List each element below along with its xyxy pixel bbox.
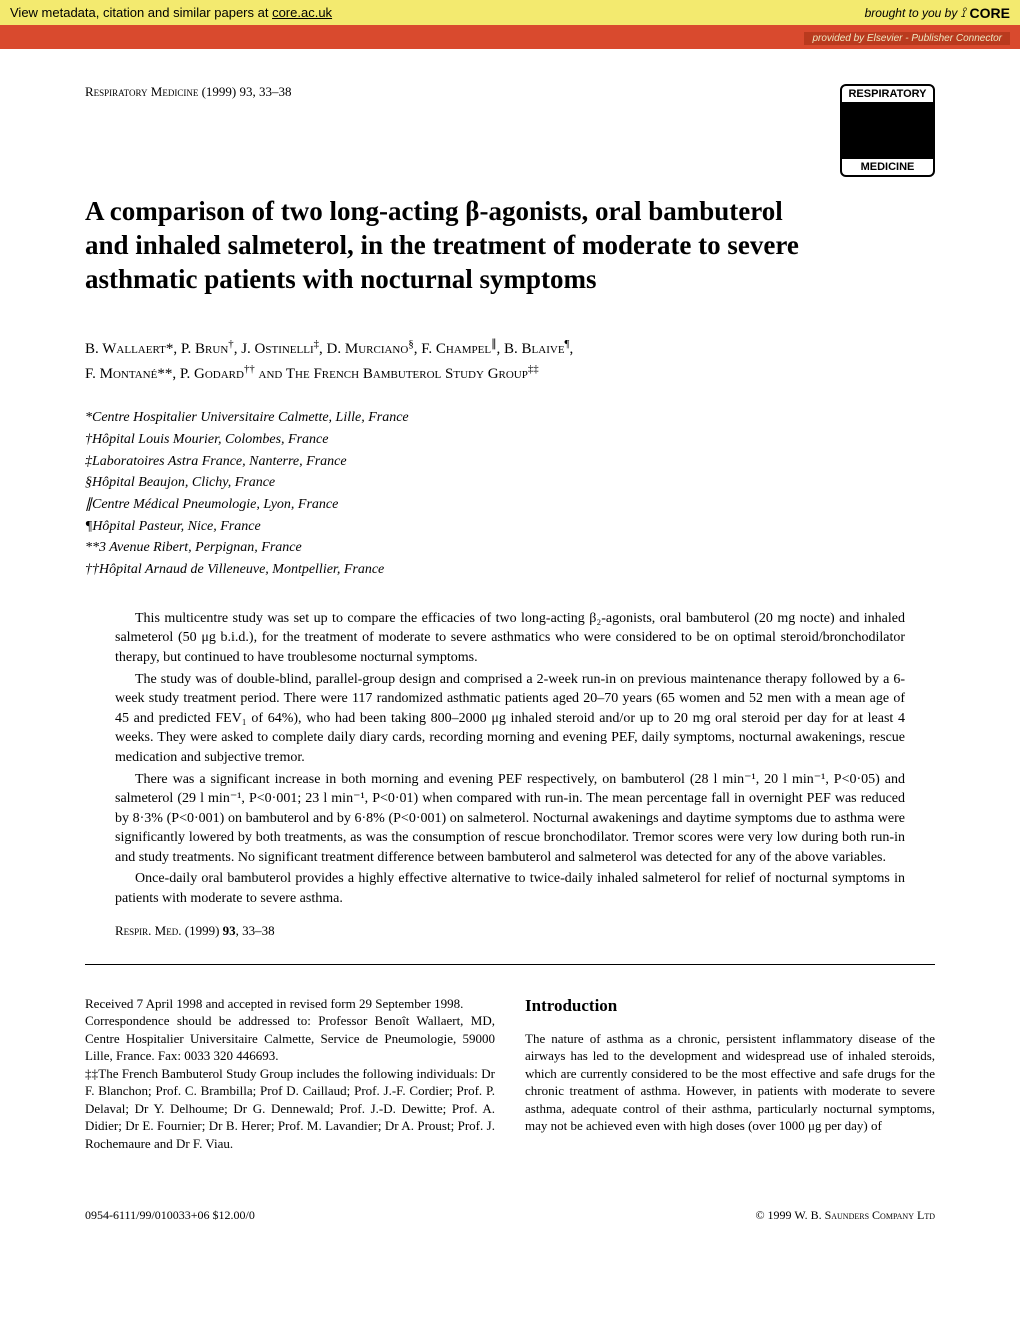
abstract-reference: Respir. Med. (1999) 93, 33–38 [115,923,905,939]
affiliation-1: *Centre Hospitalier Universitaire Calmet… [85,407,935,429]
introduction-text: The nature of asthma as a chronic, persi… [525,1030,935,1135]
affiliation-8: ††Hôpital Arnaud de Villeneuve, Montpell… [85,559,935,581]
abstract-p4: Once-daily oral bambuterol provides a hi… [115,869,905,908]
study-group-note: ‡‡The French Bambuterol Study Group incl… [85,1065,495,1153]
affiliation-7: **3 Avenue Ribert, Perpignan, France [85,537,935,559]
brought-by-text: brought to you by ⟟ CORE [865,4,1010,21]
journal-reference: Respiratory Medicine (1999) 93, 33–38 [85,84,291,100]
provider-banner: provided by Elsevier - Publisher Connect… [0,25,1020,49]
right-column: Introduction The nature of asthma as a c… [525,995,935,1153]
authors-line-1: B. Wallaert*, P. Brun†, J. Ostinelli‡, D… [85,336,935,361]
page-footer: 0954-6111/99/010033+06 $12.00/0 © 1999 W… [85,1208,935,1223]
metadata-prefix: View metadata, citation and similar pape… [10,5,268,20]
logo-top-label: RESPIRATORY [842,86,933,102]
affiliation-4: §Hôpital Beaujon, Clichy, France [85,472,935,494]
journal-header: Respiratory Medicine (1999) 93, 33–38 RE… [85,84,935,177]
abstract-p1: This multicentre study was set up to com… [115,609,905,668]
article-title: A comparison of two long-acting β-agonis… [85,195,825,296]
journal-logo: RESPIRATORY MEDICINE [840,84,935,177]
section-divider [85,964,935,965]
received-text: Received 7 April 1998 and accepted in re… [85,995,495,1013]
affiliation-3: ‡Laboratoires Astra France, Nanterre, Fr… [85,451,935,473]
affiliation-6: ¶Hôpital Pasteur, Nice, France [85,516,935,538]
logo-black-box [842,102,933,157]
footer-right: © 1999 W. B. Saunders Company Ltd [755,1208,935,1223]
metadata-text: View metadata, citation and similar pape… [10,5,332,20]
introduction-heading: Introduction [525,995,935,1018]
abstract-p3: There was a significant increase in both… [115,770,905,868]
correspondence-text: Correspondence should be addressed to: P… [85,1012,495,1065]
left-column: Received 7 April 1998 and accepted in re… [85,995,495,1153]
metadata-banner: View metadata, citation and similar pape… [0,0,1020,25]
logo-bottom-label: MEDICINE [842,157,933,175]
core-link[interactable]: core.ac.uk [272,5,332,20]
authors-block: B. Wallaert*, P. Brun†, J. Ostinelli‡, D… [85,336,935,385]
abstract-block: This multicentre study was set up to com… [115,609,905,909]
two-column-layout: Received 7 April 1998 and accepted in re… [85,995,935,1153]
core-brand-name: CORE [970,5,1010,21]
provider-text: provided by Elsevier - Publisher Connect… [804,32,1010,45]
core-logo-icon: ⟟ [960,4,965,21]
affiliations-block: *Centre Hospitalier Universitaire Calmet… [85,407,935,581]
abstract-p2: The study was of double-blind, parallel-… [115,670,905,768]
affiliation-2: †Hôpital Louis Mourier, Colombes, France [85,429,935,451]
authors-line-2: F. Montané**, P. Godard†† and The French… [85,361,935,386]
affiliation-5: ∥Centre Médical Pneumologie, Lyon, Franc… [85,494,935,516]
brought-by-label: brought to you by [865,6,958,20]
footer-left: 0954-6111/99/010033+06 $12.00/0 [85,1208,255,1223]
page-content: Respiratory Medicine (1999) 93, 33–38 RE… [0,49,1020,1263]
